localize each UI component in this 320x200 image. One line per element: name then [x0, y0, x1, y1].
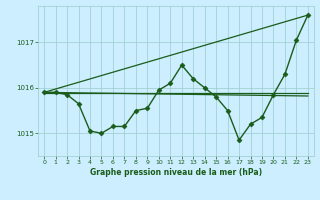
- X-axis label: Graphe pression niveau de la mer (hPa): Graphe pression niveau de la mer (hPa): [90, 168, 262, 177]
